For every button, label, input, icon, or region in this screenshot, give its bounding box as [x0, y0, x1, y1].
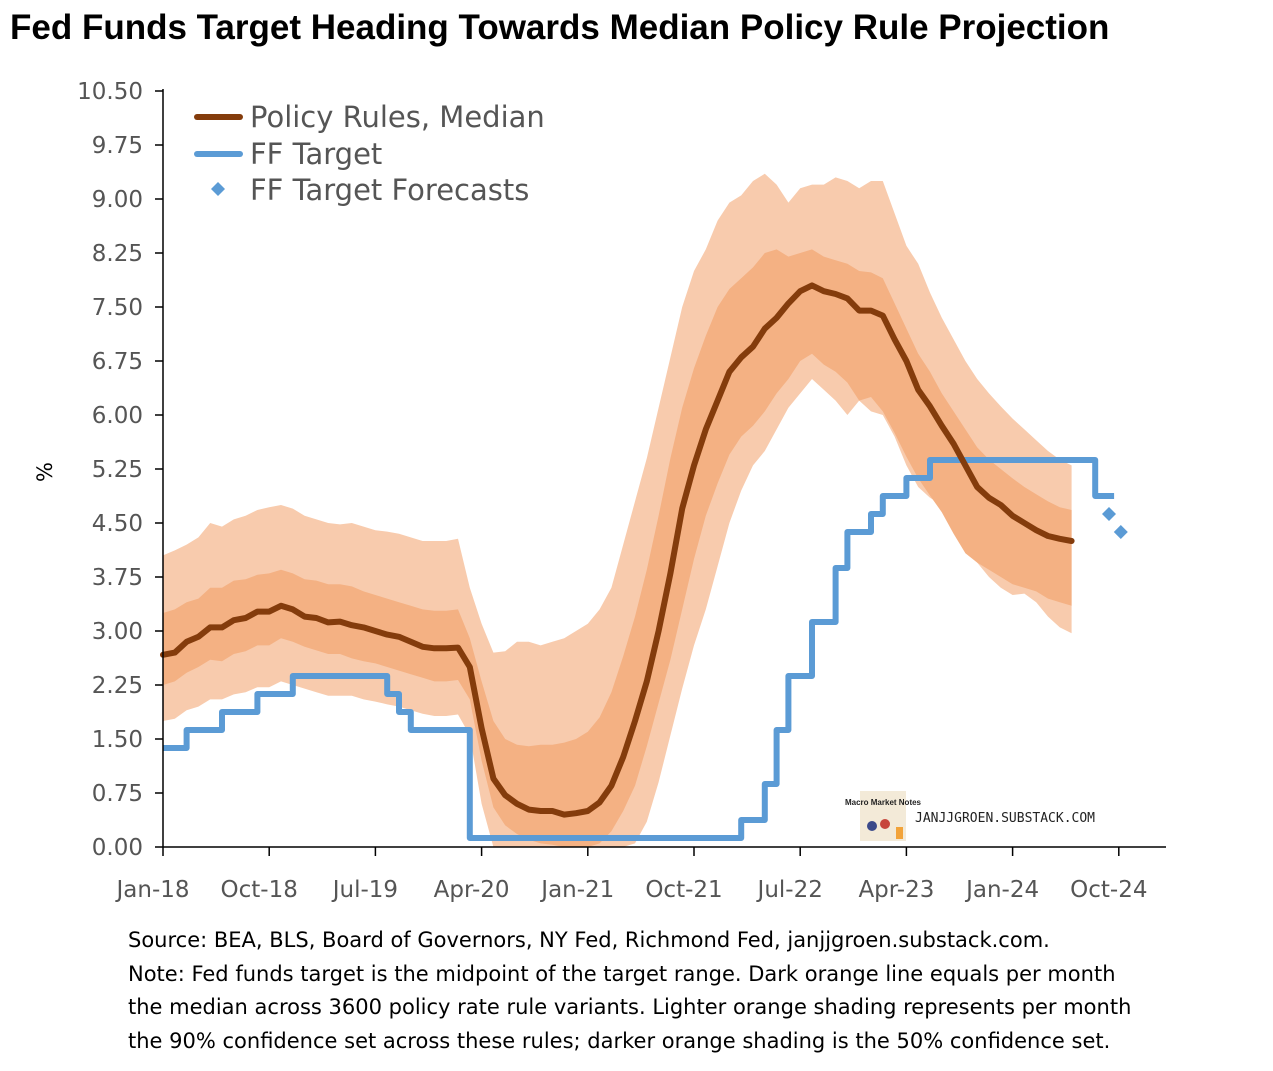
y-tick-label: 10.50: [77, 79, 143, 105]
y-tick-label: 7.50: [92, 295, 143, 321]
y-tick-label: 9.75: [92, 133, 143, 159]
x-tick-label: Jul-19: [331, 877, 398, 903]
y-tick-label: 2.25: [92, 673, 143, 699]
logo-figure: [880, 819, 890, 829]
x-tick-label: Oct-24: [1070, 877, 1147, 903]
x-tick-label: Jan-24: [964, 877, 1039, 903]
x-tick-label: Jan-18: [114, 877, 189, 903]
y-tick-label: 5.25: [92, 457, 143, 483]
x-tick-label: Jan-21: [539, 877, 614, 903]
legend-forecast-swatch: [211, 182, 225, 196]
y-tick-label: 6.00: [92, 403, 143, 429]
note-line-1: Note: Fed funds target is the midpoint o…: [128, 961, 1116, 986]
chart-title: Fed Funds Target Heading Towards Median …: [10, 8, 1110, 47]
y-tick-label: 8.25: [92, 241, 143, 267]
macro-market-notes-logo: Macro Market Notes: [845, 791, 922, 841]
logo-figure: [867, 821, 877, 831]
y-tick-label: 0.75: [92, 781, 143, 807]
watermark: Macro Market Notes JANJJGROEN.SUBSTACK.CO…: [845, 791, 1095, 841]
axes: 0.00 0.75 1.50 2.25 3.00 3.75 4.50 5.25 6.00 6.75…: [33, 79, 1166, 903]
legend-target-label: FF Target: [250, 137, 382, 171]
note-line-2: the median across 3600 policy rate rule …: [128, 995, 1132, 1019]
y-tick-label: 9.00: [92, 187, 143, 213]
note-line-3: the 90% confidence set across these rule…: [128, 1028, 1111, 1053]
ff-target-line: [163, 457, 1115, 841]
y-axis-label: %: [33, 462, 57, 482]
x-tick-label: Jul-22: [756, 877, 823, 903]
ff-target-forecast-point: [1113, 525, 1128, 539]
legend-forecast-label: FF Target Forecasts: [250, 173, 529, 207]
x-tick-label: Apr-23: [858, 877, 934, 903]
y-tick-label: 3.00: [92, 619, 143, 645]
ff-target-forecast-point: [1102, 507, 1116, 521]
watermark-text: JANJJGROEN.SUBSTACK.COM: [915, 811, 1095, 826]
y-tick-label: 4.50: [92, 511, 143, 537]
x-tick-label: Oct-18: [221, 877, 298, 903]
plot-layer: [160, 173, 1128, 848]
chart-notes: Source: BEA, BLS, Board of Governors, NY…: [128, 924, 1258, 1058]
y-tick-label: 0.00: [92, 835, 143, 861]
source-note: Source: BEA, BLS, Board of Governors, NY…: [128, 928, 1050, 952]
logo-bar: [896, 827, 903, 839]
band-50-confidence: [163, 249, 1072, 847]
logo-text: Macro Market Notes: [845, 798, 922, 807]
x-tick-label: Apr-20: [434, 877, 510, 903]
legend-median-label: Policy Rules, Median: [250, 100, 545, 134]
y-tick-label: 3.75: [92, 565, 143, 591]
y-tick-label: 6.75: [92, 349, 143, 375]
y-tick-label: 1.50: [92, 727, 143, 753]
policy-rules-median-line: [160, 282, 1075, 818]
x-tick-label: Oct-21: [645, 877, 722, 903]
